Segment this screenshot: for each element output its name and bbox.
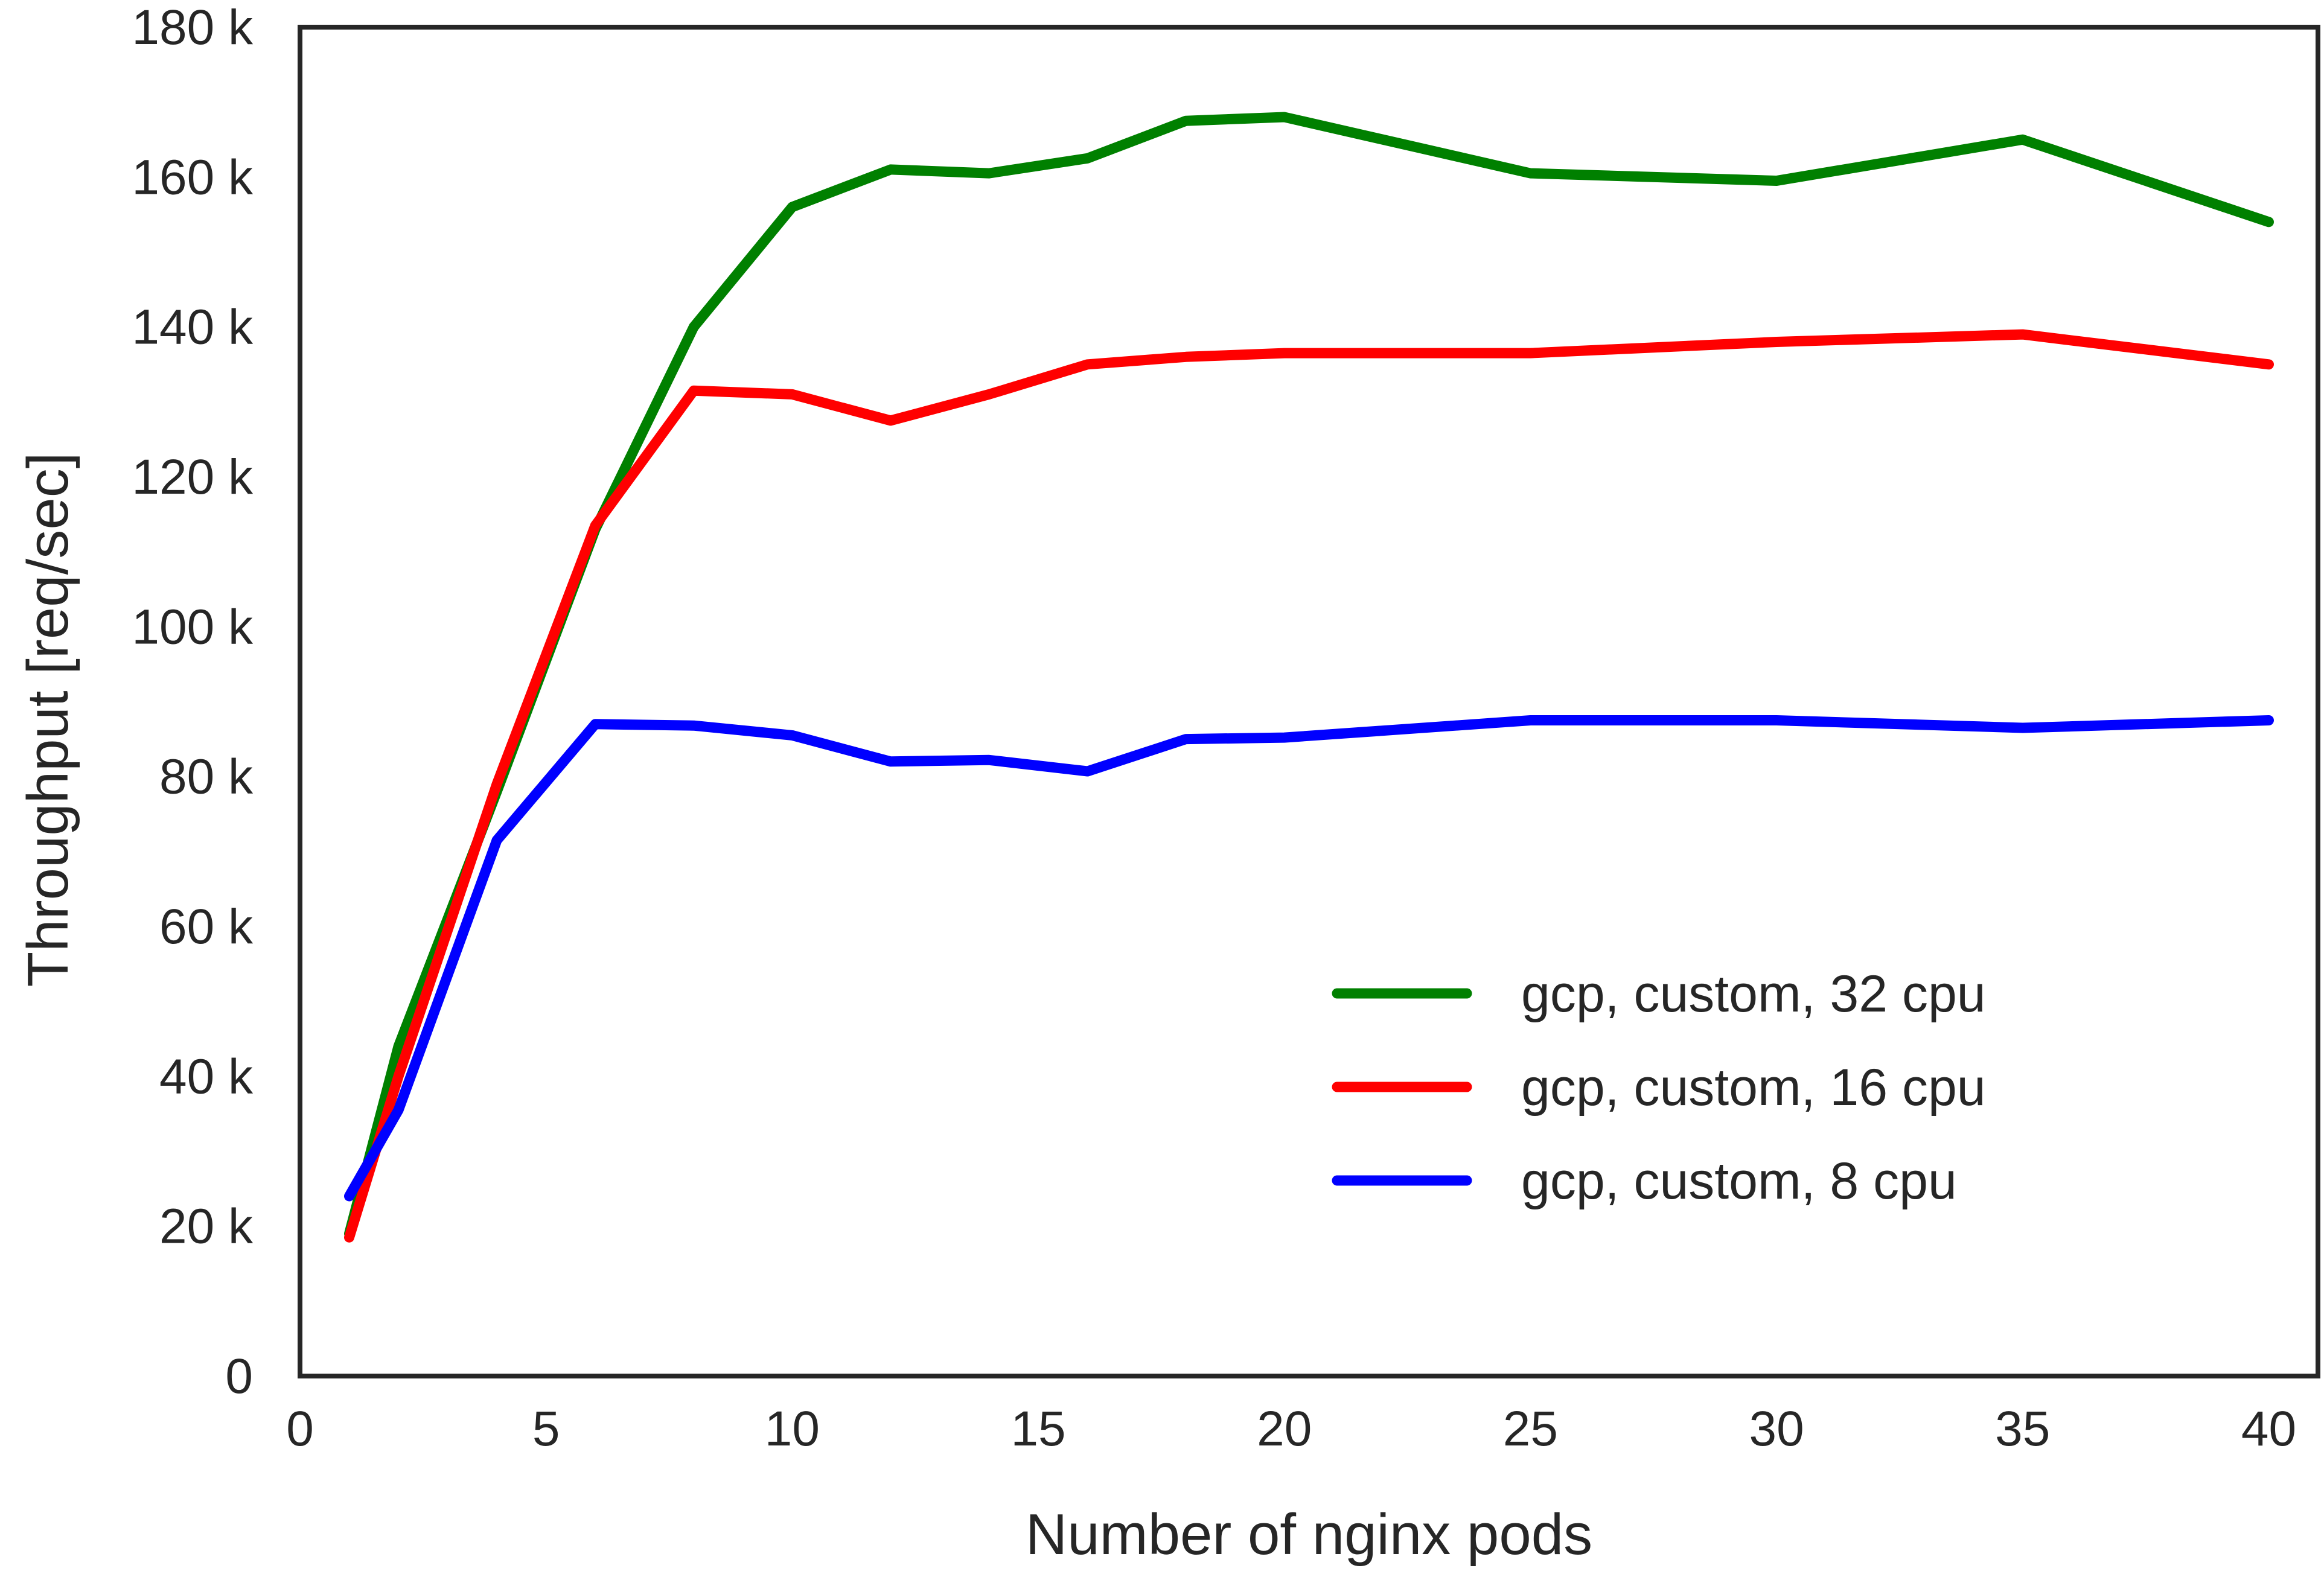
series-line-2 xyxy=(344,329,2274,1243)
x-axis-ticks: 0 5 10 15 20 25 30 35 40 xyxy=(286,1401,2296,1456)
y-tick-label: 60 k xyxy=(159,899,254,954)
plot-frame xyxy=(298,25,2320,1378)
y-tick-label: 100 k xyxy=(132,599,254,654)
x-tick-label: 25 xyxy=(1503,1401,1558,1456)
series-lines xyxy=(344,112,2274,1243)
x-tick-label: 35 xyxy=(1995,1401,2050,1456)
y-tick-label: 140 k xyxy=(132,300,254,355)
legend: gcp, custom, 32 cpu gcp, custom, 16 cpu gc… xyxy=(1332,965,1986,1210)
x-tick-label: 20 xyxy=(1257,1401,1312,1456)
y-tick-label: 120 k xyxy=(132,450,254,505)
x-tick-label: 40 xyxy=(2241,1401,2296,1456)
x-tick-label: 15 xyxy=(1010,1401,1065,1456)
legend-label: gcp, custom, 8 cpu xyxy=(1521,1152,1957,1210)
y-axis-ticks: 0 20 k 40 k 60 k 80 k 100 k 120 k 140 k 160 k 180… xyxy=(132,0,254,1404)
legend-label: gcp, custom, 16 cpu xyxy=(1521,1059,1986,1117)
y-tick-label: 20 k xyxy=(159,1199,254,1254)
x-tick-label: 10 xyxy=(765,1401,820,1456)
x-tick-label: 5 xyxy=(532,1401,560,1456)
series-line-3 xyxy=(344,715,2274,1202)
x-axis-label: Number of nginx pods xyxy=(1026,1502,1592,1567)
plot-area xyxy=(298,25,2320,1378)
y-tick-label: 40 k xyxy=(159,1049,254,1104)
y-tick-label: 80 k xyxy=(159,750,254,805)
legend-label: gcp, custom, 32 cpu xyxy=(1521,965,1986,1023)
y-axis-label: Throughput [req/sec] xyxy=(16,453,80,987)
y-tick-label: 180 k xyxy=(132,0,254,55)
y-tick-label: 0 xyxy=(225,1349,253,1404)
y-tick-label: 160 k xyxy=(132,150,254,205)
x-tick-label: 30 xyxy=(1749,1401,1804,1456)
x-tick-label: 0 xyxy=(286,1401,314,1456)
